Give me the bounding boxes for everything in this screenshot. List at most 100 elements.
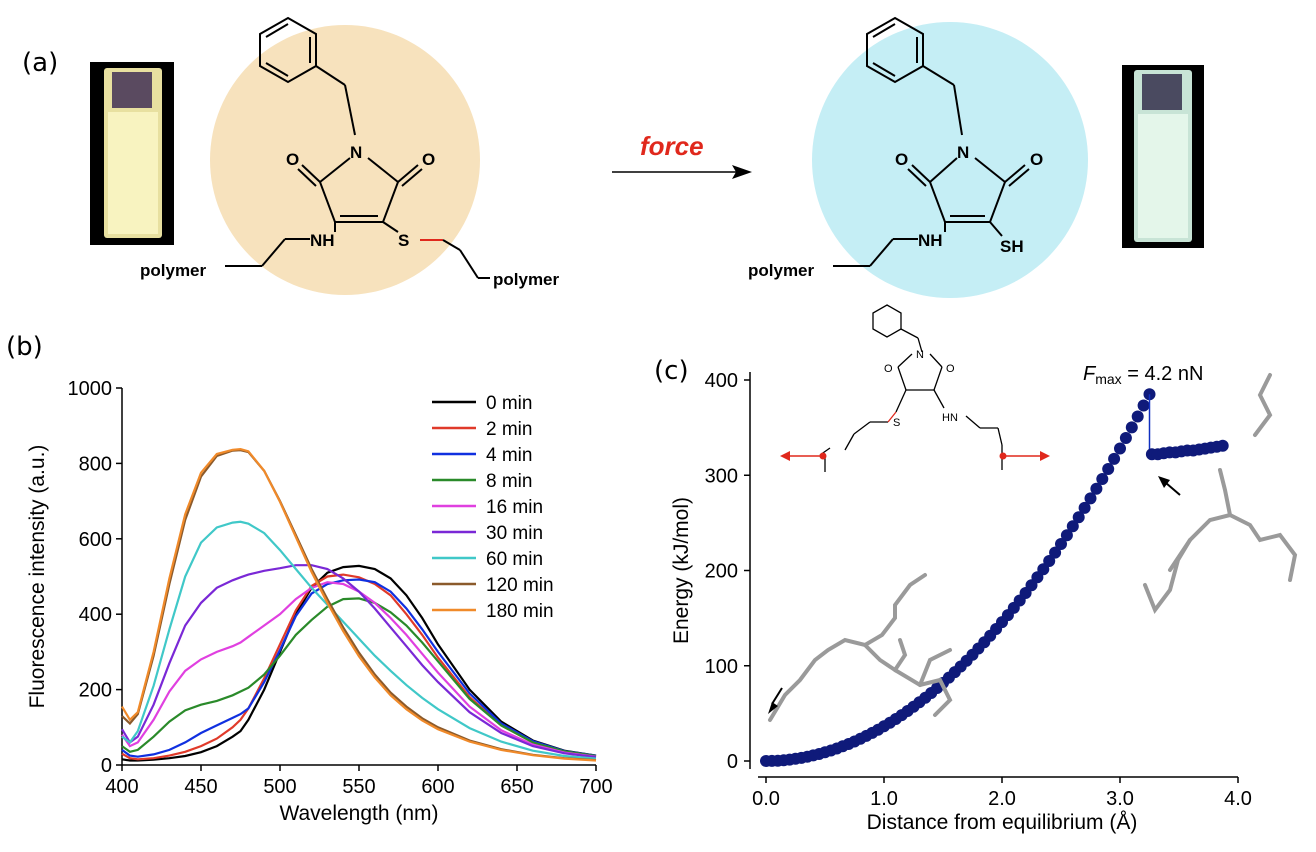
right-n-atom: N — [957, 143, 969, 162]
chart-c-data-point — [1096, 473, 1109, 485]
chart-c-y-tick-label: 0 — [727, 751, 738, 773]
fmax-value: = 4.2 nN — [1122, 363, 1204, 385]
inset-o-atom-1: O — [884, 363, 893, 375]
chart-c-data-point — [1216, 439, 1229, 452]
arrow-head-icon — [732, 165, 752, 179]
inset-o-atom-2: O — [946, 363, 955, 375]
chart-c-data-point — [1131, 410, 1144, 423]
final-pointer-head-icon — [1158, 476, 1170, 488]
chart-b-series — [121, 447, 597, 762]
fmax-symbol: F — [1083, 363, 1097, 385]
fluorescence-chart: 0 200 400 600 800 1000 400 450 500 550 600 650 700 0… — [26, 378, 613, 825]
chart-c-data-point — [1090, 482, 1103, 495]
vial-right-image — [1122, 65, 1204, 248]
chart-c-data-point — [1108, 452, 1121, 465]
left-o-atom-2: O — [422, 150, 435, 169]
chart-b-series-line — [121, 578, 597, 758]
panel-label-c: (c) — [654, 356, 689, 386]
chart-b-legend-label: 0 min — [486, 393, 532, 414]
left-n-atom: N — [350, 143, 362, 162]
left-polymer-label-1: polymer — [140, 261, 207, 280]
chart-b-series-line — [121, 573, 597, 761]
chart-b-legend-label: 180 min — [486, 601, 554, 622]
right-polymer-label: polymer — [748, 261, 815, 280]
chart-c-axes: 0 100 200 300 400 0.0 1.0 2.0 3.0 4.0 — [705, 370, 1252, 810]
chart-c-data-point — [1043, 555, 1056, 567]
inset-right-arrow-icon — [1040, 451, 1050, 461]
chart-b-y-tick-label: 400 — [79, 604, 112, 626]
chart-c-data-point — [1037, 563, 1050, 576]
chart-c-data-point — [1119, 432, 1132, 444]
chart-b-series-line — [121, 564, 597, 762]
panel-label-b: (b) — [6, 332, 43, 362]
chart-b-y-tick-label: 800 — [79, 453, 112, 475]
chart-c-x-axis-label: Distance from equilibrium (Å) — [867, 811, 1138, 834]
chart-b-x-tick-label: 550 — [342, 776, 375, 798]
chart-b-x-axis-label: Wavelength (nm) — [279, 802, 438, 825]
chart-b-series-line — [121, 564, 597, 759]
inset-n-atom: N — [916, 349, 924, 361]
panel-label-a: (a) — [22, 48, 59, 78]
right-nh-atom: NH — [918, 231, 943, 250]
chart-b-axes: 0 200 400 600 800 1000 400 450 500 550 600 650 700 — [68, 378, 613, 798]
chart-b-legend-label: 4 min — [486, 445, 532, 466]
chart-c-x-tick-label: 1.0 — [870, 788, 898, 810]
chart-b-series-line — [121, 581, 597, 758]
left-molecule — [225, 16, 490, 279]
chart-c-data-point — [1060, 529, 1073, 542]
inset-hn-atom: HN — [942, 412, 958, 424]
chart-b-y-axis-label: Fluorescence intensity (a.u.) — [26, 445, 49, 709]
fmax-annotation: Fmax = 4.2 nN — [1083, 363, 1203, 387]
chart-b-series-line — [121, 447, 597, 762]
chart-c-data-point — [1078, 501, 1091, 514]
chart-c-data-point — [1072, 511, 1085, 524]
chart-b-legend-label: 60 min — [486, 549, 543, 570]
left-highlight-circle — [210, 25, 480, 295]
chart-c-x-tick-label: 3.0 — [1106, 788, 1134, 810]
chart-c-data-point — [1066, 520, 1079, 533]
chart-b-legend: 0 min 2 min 4 min 8 min 16 min 30 min 60 min 12… — [432, 393, 554, 622]
chart-b-series-line — [121, 520, 597, 760]
chart-b-legend-label: 16 min — [486, 497, 543, 518]
chart-b-x-tick-label: 500 — [263, 776, 296, 798]
right-molecule — [833, 16, 1030, 267]
molecular-model-initial — [768, 573, 953, 722]
force-label: force — [640, 131, 704, 161]
chart-b-y-tick-label: 200 — [79, 680, 112, 702]
left-polymer-label-2: polymer — [493, 270, 560, 289]
chart-c-data-point — [1055, 538, 1067, 550]
chart-c-y-axis-label: Energy (kJ/mol) — [670, 497, 693, 644]
right-highlight-circle — [812, 22, 1088, 298]
chart-b-legend-label: 30 min — [486, 523, 543, 544]
fmax-subscript: max — [1095, 371, 1121, 387]
chart-b-x-tick-label: 400 — [105, 776, 138, 798]
chart-b-legend-label: 8 min — [486, 471, 532, 492]
chart-b-legend-label: 2 min — [486, 419, 532, 440]
left-o-atom-1: O — [286, 150, 299, 169]
chart-b-y-tick-label: 600 — [79, 529, 112, 551]
chart-c-x-tick-label: 4.0 — [1224, 788, 1252, 810]
inset-molecule — [819, 304, 1003, 472]
chart-b-y-tick-label: 1000 — [68, 378, 113, 400]
initial-pointer-arrow — [771, 687, 783, 705]
chart-c-y-tick-label: 300 — [705, 465, 738, 487]
chart-c-data-point — [1102, 463, 1115, 475]
reaction-scheme: N O O NH S polymer polymer force N O O N… — [90, 16, 1204, 298]
vial-left-image — [90, 62, 174, 245]
right-o-atom-1: O — [895, 150, 908, 169]
molecular-model-final — [1143, 373, 1298, 615]
left-nh-atom: NH — [310, 231, 335, 250]
chart-b-y-tick-label: 0 — [101, 755, 112, 777]
chart-c-x-tick-label: 2.0 — [988, 788, 1016, 810]
inset-left-arrow-icon — [780, 451, 790, 461]
inset-s-atom: S — [893, 417, 900, 429]
final-pointer-arrow — [1165, 482, 1181, 496]
chart-c-data-point — [1049, 546, 1062, 559]
chart-c-data-point — [1125, 421, 1138, 434]
left-s-atom: S — [398, 231, 409, 250]
chart-b-x-tick-label: 700 — [579, 776, 612, 798]
chart-c-x-tick-label: 0.0 — [752, 788, 780, 810]
chart-b-x-tick-label: 600 — [421, 776, 454, 798]
chart-b-legend-label: 120 min — [486, 575, 554, 596]
chart-b-x-tick-label: 650 — [500, 776, 533, 798]
